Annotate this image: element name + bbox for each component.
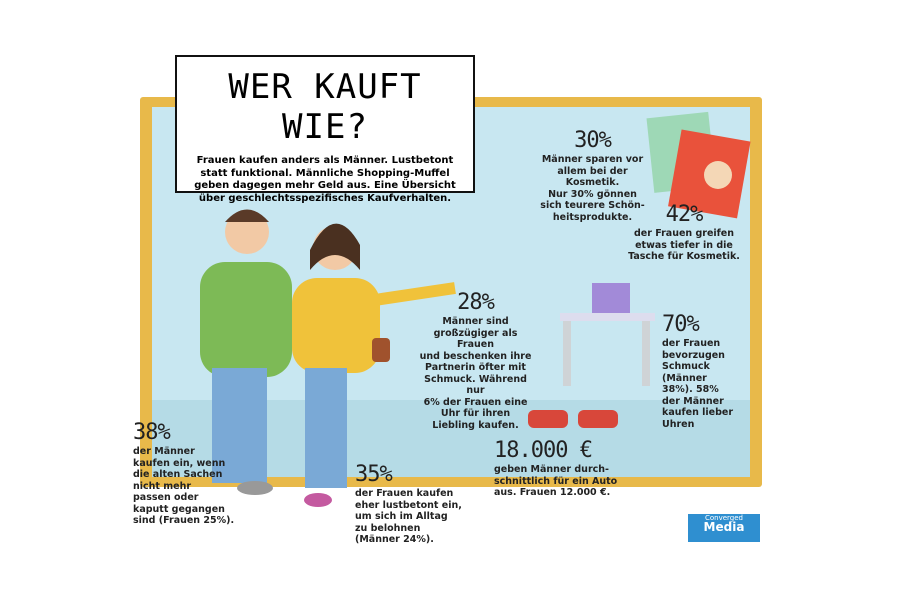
stat-text: kaufen ein, wenn [133, 457, 226, 469]
stat-text: Schmuck. Während nur [424, 373, 527, 397]
stat-text: aus. Frauen 12.000 €. [494, 487, 611, 498]
stat-text: Liebling kaufen. [432, 419, 519, 431]
intro-line: Frauen kaufen anders als Männer. Lustbet… [196, 155, 454, 166]
stat-text: der Frauen [662, 338, 721, 349]
stat-text: bevorzugen [662, 349, 725, 361]
stat-value: 70% [662, 312, 700, 337]
stat-text: Tasche für Kosmetik. [628, 251, 740, 262]
logo: Converged Media [688, 514, 760, 542]
title: WER KAUFT WIE? [228, 67, 422, 147]
stat-text: 6% der Frauen eine [423, 396, 528, 408]
stat-text: der Männer [662, 395, 724, 407]
stat-text: Männer sind [442, 316, 509, 327]
stat-text: und beschenken ihre [419, 350, 532, 362]
stat-text: Uhren [662, 418, 695, 430]
stat: 28% Männer sind großzügiger als Frauen und … [418, 290, 533, 431]
intro: Frauen kaufen anders als Männer. Lustbet… [177, 155, 473, 205]
stat-value: 30% [574, 128, 612, 153]
logo-line: Media [703, 520, 745, 534]
stat-value: 18.000 € [494, 438, 593, 463]
stat-text: Partnerin öfter mit [425, 362, 526, 373]
toy-cars [528, 410, 618, 428]
stat-text: heitsprodukte. [552, 211, 633, 223]
stat: 30% Männer sparen vor allem bei der Kosmet… [535, 128, 650, 223]
stat-text: etwas tiefer in die [635, 239, 733, 251]
stat-text: kaputt gegangen [133, 503, 225, 515]
stat-text: großzügiger als Frauen [433, 327, 518, 351]
stat-text: (Männer [662, 372, 707, 384]
stat-text: um sich im Alltag [355, 511, 448, 522]
stat-text: passen oder [133, 492, 199, 503]
stat-text: schnittlich für ein Auto [494, 475, 618, 487]
stat-text: allem bei der Kosmetik. [557, 165, 628, 189]
intro-line: statt funktional. Männliche Shopping-Muf… [200, 167, 450, 179]
intro-line: geben dagegen mehr Geld aus. Eine Übersi… [194, 180, 456, 191]
stat-text: nicht mehr [133, 480, 192, 492]
stat: 38% der Männer kaufen ein, wenn die alten S… [133, 420, 248, 527]
logo-line: Converged [704, 514, 743, 522]
stat: 70% der Frauen bevorzugen Schmuck (Männer 38%… [662, 312, 752, 430]
stat-text: 38%). 58% [662, 384, 719, 395]
stat-text: kaufen lieber [662, 407, 734, 418]
stat-value: 42% [665, 202, 704, 227]
stat-text: geben Männer durch- [494, 464, 609, 475]
stat-text: die alten Sachen [133, 469, 223, 480]
man [200, 209, 292, 495]
stat-text: Nur 30% gönnen [548, 188, 637, 200]
stat-text: der Frauen kaufen [355, 488, 454, 499]
stat-text: zu belohnen [355, 522, 421, 534]
title-box: WER KAUFT WIE? Frauen kaufen anders als … [175, 55, 475, 204]
stat: 18.000 € geben Männer durch-schnittlich f… [494, 438, 619, 499]
stat: 42% der Frauen greifen etwas tiefer in die… [628, 202, 740, 263]
stat-value: 28% [457, 290, 495, 315]
stat-text: sich teurere Schön- [540, 200, 645, 211]
stat-text: Männer sparen vor [541, 154, 644, 165]
stat: 35% der Frauen kaufen eher lustbetont ein,… [355, 462, 465, 546]
stat-text: eher lustbetont ein, [355, 499, 462, 511]
jewelry-table [560, 283, 655, 386]
stat-text: (Männer 24%). [355, 534, 434, 545]
stat-value: 35% [355, 462, 393, 487]
woman [292, 223, 456, 507]
stat-value: 38% [133, 420, 171, 445]
stat-text: der Frauen greifen [633, 228, 734, 239]
intro-line: über geschlechtsspezifisches Kaufverhalt… [198, 192, 452, 204]
stat-text: Uhr für ihren [440, 408, 511, 419]
stat-text: der Männer [133, 446, 195, 457]
stat-text: Schmuck [662, 361, 710, 372]
stat-text: sind (Frauen 25%). [133, 515, 235, 526]
magazines [646, 111, 751, 219]
